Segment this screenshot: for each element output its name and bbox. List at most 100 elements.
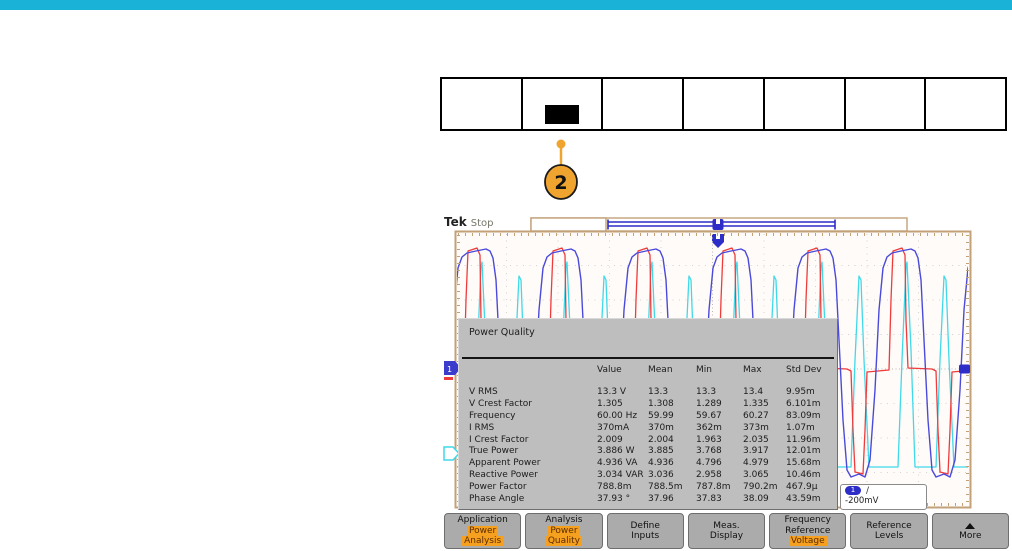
measurement-value: 2.035 [743,434,769,445]
front-panel-button-6[interactable] [846,79,927,129]
measurement-label: True Power [469,446,519,457]
front-panel-button-3[interactable] [603,79,685,129]
front-panel-button-7[interactable] [926,79,1005,129]
measurement-value: 9.95m [786,387,815,397]
menu-button-meas-display[interactable]: Meas. Display [687,513,766,549]
table-row: V Crest Factor 1.305 1.308 1.289 1.335 6.101m [459,399,839,411]
front-panel-button-strip [440,77,1007,131]
measurement-value: 2.009 [597,434,623,445]
menu-button-title: Analysis [545,515,583,526]
measurement-label: Phase Angle [469,494,525,505]
measurement-value: 38.09 [743,494,769,505]
menu-selection-highlight: Power [548,525,580,536]
measurement-value: 6.101m [786,398,821,409]
channel1-marker: 1 [444,361,461,375]
front-panel-button-4[interactable] [684,79,765,129]
menu-button-analysis[interactable]: Analysis Power Quality [525,513,603,549]
front-panel-button-2[interactable] [523,79,604,129]
menu-selection-highlight: Power [467,525,499,536]
measurement-label: V Crest Factor [469,398,532,409]
measurement-value: 1.963 [696,434,722,445]
measurement-value: 3.036 [648,470,674,481]
measurement-value: 3.886 W [597,446,635,457]
column-header: Value [597,365,622,375]
measurement-value: 13.3 [648,387,669,397]
menu-button-title: Inputs [631,531,660,541]
measurement-value: 3.034 VAR [597,470,644,481]
menu-button-title: Reference [785,525,831,536]
menu-button-title: Levels [874,531,904,541]
menu-button-title: Frequency [784,515,832,526]
menu-button-define-inputs[interactable]: Define Inputs [606,513,684,549]
measurement-value: 467.9µ [786,482,818,493]
measurement-value: 1.305 [597,398,623,409]
measurement-value: 59.99 [648,410,674,421]
table-row: Power Factor 788.8m 788.5m 787.8m 790.2m 467.… [459,482,839,494]
measurement-value: 787.8m [696,482,731,493]
measurement-value: 373m [743,422,769,433]
acquisition-status: Stop [470,218,494,229]
measurement-value: 37.93 ° [597,494,631,505]
menu-button-selection: Power [548,525,580,537]
panel-separator [462,357,834,359]
measurement-value: 3.768 [696,446,722,457]
measurement-value: 37.83 [696,494,722,505]
measurement-value: 12.01m [786,446,821,457]
trigger-level-value: -200mV [845,496,879,506]
measurement-value: 13.4 [743,387,764,397]
measurement-value: 4.979 [743,458,769,469]
callout-dot [556,139,566,149]
pressed-button-indicator [545,105,580,124]
menu-button-frequency-reference[interactable]: Frequency Reference Voltage [769,513,847,549]
trigger-level-marker [959,364,970,374]
expansion-point-marker [712,219,724,230]
header-spacer [469,364,597,377]
scope-status-line: Tek Stop [444,215,493,229]
menu-button-selection: Quality [545,536,582,547]
menu-selection-highlight: Voltage [788,536,827,547]
table-row: Phase Angle 37.93 ° 37.96 37.83 38.09 43.59m [459,494,839,506]
column-header: Std Dev [786,365,822,375]
menu-button-selection: Power [467,525,499,537]
table-row: True Power 3.886 W 3.885 3.768 3.917 12.01m [459,446,839,458]
channel2-marker [444,377,453,380]
front-panel-button-1[interactable] [442,79,523,129]
softkey-menu: Application Power Analysis Analysis Power Qua… [444,513,1009,549]
measurement-value: 370m [648,422,674,433]
measurement-value: 4.936 VA [597,458,638,469]
up-triangle-icon [965,522,976,529]
menu-button-title: Display [709,531,744,541]
panel-rows: V RMS 13.3 V 13.3 13.3 13.4 9.95m V Crest Fact… [459,387,839,506]
table-row: Frequency 60.00 Hz 59.99 59.67 60.27 83.09m [459,411,839,423]
measurement-label: Apparent Power [469,458,541,469]
menu-button-selection: Analysis [462,536,504,547]
menu-button-application[interactable]: Application Power Analysis [444,513,522,549]
measurement-value: 790.2m [743,482,778,493]
front-panel-button-5[interactable] [765,79,846,129]
menu-button-reference-levels[interactable]: Reference Levels [850,513,928,549]
menu-button-title: Reference [866,520,912,531]
table-row: I RMS 370mA 370m 362m 373m 1.07m [459,423,839,435]
power-quality-panel: Power Quality Value Mean Min Max Std Dev V R… [458,318,838,510]
measurement-value: 37.96 [648,494,674,505]
menu-button-more[interactable]: More [931,513,1009,549]
measurement-value: 60.27 [743,410,769,421]
measurement-value: 362m [696,422,722,433]
measurement-value: 1.07m [786,422,815,433]
column-header: Max [743,365,762,375]
measurement-value: 83.09m [786,410,821,421]
menu-button-title: More [959,530,982,541]
tek-logo: Tek [444,215,467,229]
measurement-value: 2.958 [696,470,722,481]
menu-button-title: Application [457,515,508,526]
measurement-value: 60.00 Hz [597,410,638,421]
measurement-value: 1.289 [696,398,722,409]
measurement-value: 4.936 [648,458,674,469]
page-accent-bar [0,0,1012,10]
measurement-value: 3.065 [743,470,769,481]
measurement-value: 788.5m [648,482,683,493]
svg-text:1: 1 [447,365,452,374]
table-row: V RMS 13.3 V 13.3 13.3 13.4 9.95m [459,387,839,399]
math-marker [443,446,461,461]
measurement-value: 13.3 V [597,387,627,397]
